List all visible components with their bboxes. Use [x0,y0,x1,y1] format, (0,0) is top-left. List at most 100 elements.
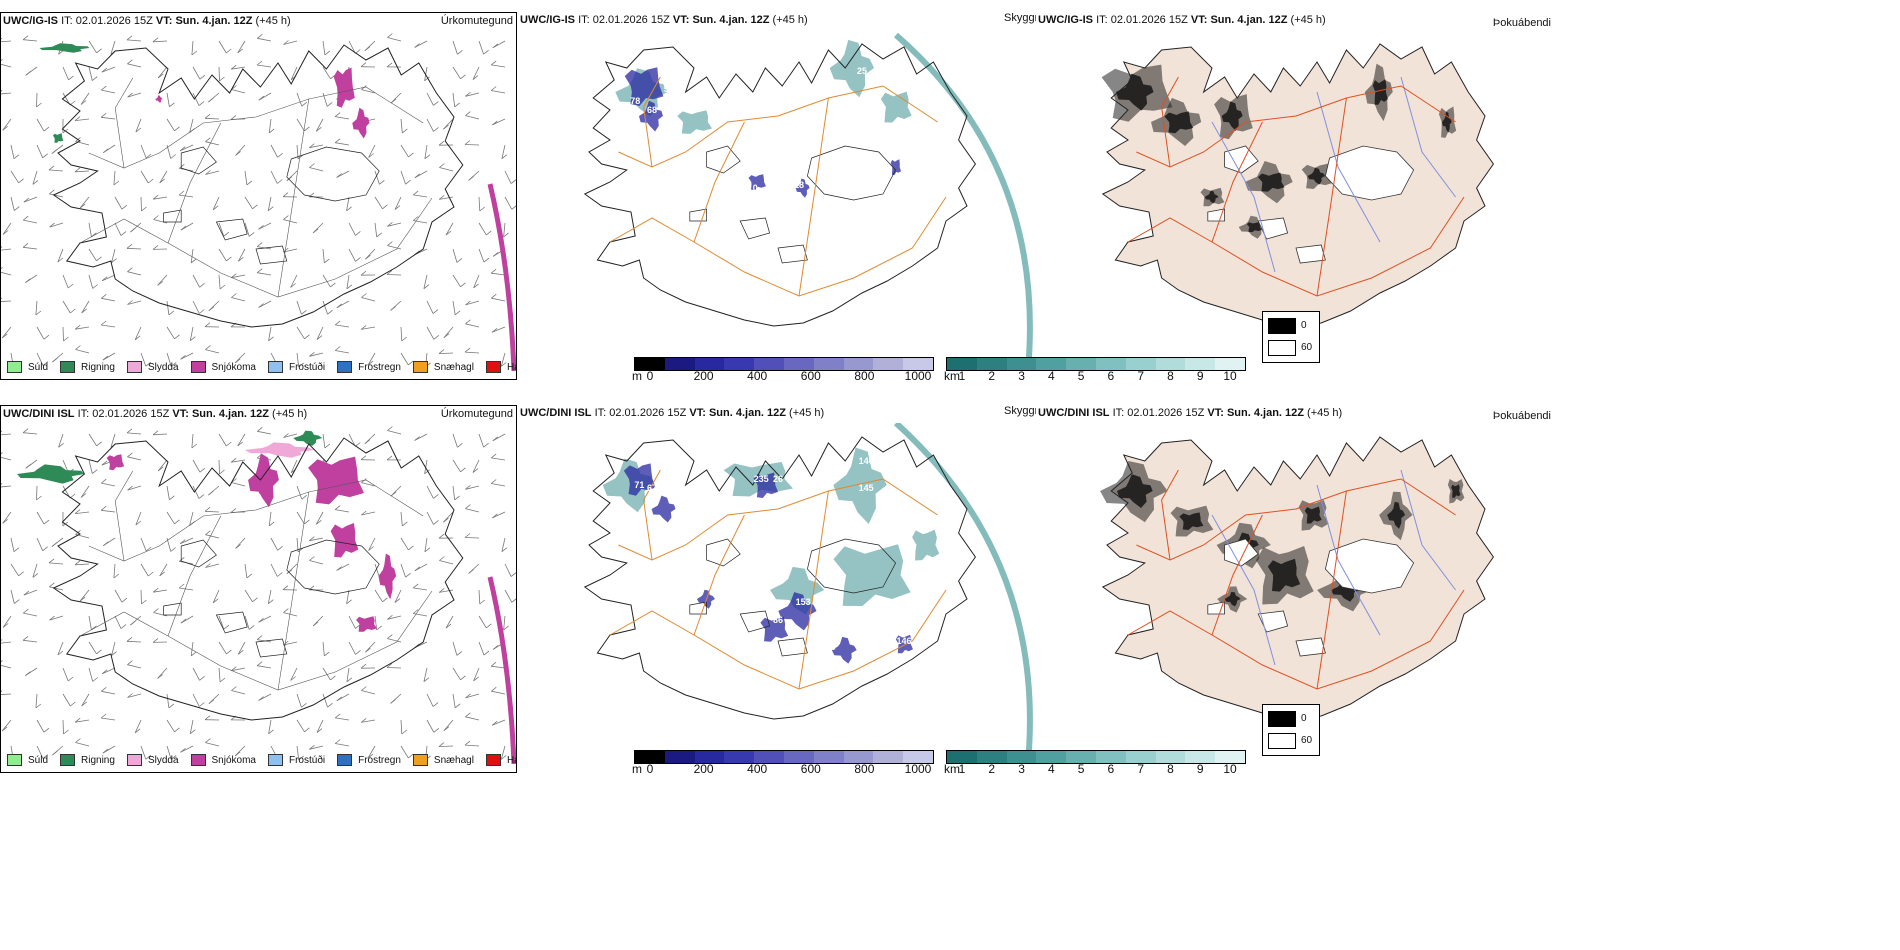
wind-barb [268,719,272,734]
colorbar-segment [873,751,904,763]
wind-barb-flag [1,660,3,663]
wind-barb-flag [439,556,445,561]
colorbar-tick: 0 [646,369,654,383]
wind-barb-flag [346,206,352,212]
wind-barb [166,118,175,132]
legend-label: Súld [28,361,49,373]
glacier-outline [777,244,808,264]
precip-areas [17,430,397,632]
ceiling-area [778,592,817,631]
wind-barb [48,169,64,172]
colorbar-segment [873,358,904,370]
wind-barb-flag [438,533,445,539]
wind-barb-flag [208,97,214,103]
wind-barb-flag [63,729,69,735]
wind-barb-flag [49,582,55,588]
wind-barb-flag [408,360,414,366]
wind-barb-flag [386,455,393,461]
precip-panel-bottom: UWC/DINI ISL IT: 02.01.2026 15Z VT: Sun.… [0,405,517,773]
wind-barb-flag [336,566,342,571]
wind-barb-flag [492,645,499,650]
wind-barb-flag [500,362,507,367]
wind-barb [192,693,200,707]
visibility-label: Skyggni [1004,12,1044,24]
wind-barb-flag [510,179,516,184]
river [1316,91,1381,243]
wind-barb-flag [79,203,86,209]
colorbar-tick: 8 [1167,369,1174,383]
wind-barb [413,194,428,198]
wind-barb-flag [401,336,408,342]
wind-barb [258,300,272,308]
wind-barb-flag [445,230,452,236]
wind-barb-flag [492,120,498,126]
colorbar-tick: 2 [988,762,996,776]
wind-barb [438,745,454,747]
wind-barb [205,742,220,747]
wind-barb [413,587,428,591]
wind-barb [32,170,38,185]
roads [79,77,433,298]
wind-barb-flag [414,43,420,48]
wind-barb [283,248,298,253]
wind-barb [244,563,248,578]
colorbar-segment [664,358,695,370]
wind-barb [478,589,481,605]
wind-barb-flag [268,729,274,735]
wind-barb-flag [468,569,474,574]
wind-barb-flag [479,599,486,605]
glacier-outline [180,146,217,175]
wind-barb [491,457,506,461]
wind-barb-flag [365,254,371,260]
wind-barb-flag [92,76,98,81]
wind-barb-flag [170,755,177,760]
wind-barb [36,511,45,525]
wind-barb [296,326,305,340]
wind-barb [62,300,71,314]
wind-barb-flag [483,257,490,263]
wind-barb-flag [414,173,421,179]
wind-barb-flag [81,308,87,314]
wind-barb [1,693,12,695]
wind-barb-flag [486,230,492,236]
wind-barb-flag [367,753,374,759]
wind-barb [88,248,97,262]
wind-barb-flag [96,256,102,262]
wind-barb [335,116,350,120]
colorbar-segment [1066,358,1096,370]
wind-barb [374,222,378,237]
wind-barb [1,300,12,302]
wind-barb [400,745,409,759]
colorbar-tick: 5 [1077,762,1085,776]
colorbar-tick: 7 [1137,762,1144,776]
wind-barb [465,485,480,490]
wind-barb-flag [79,596,86,602]
wind-barb-flag [256,60,263,66]
precip-area [293,430,323,446]
wind-barb [192,274,200,288]
wind-barb-flag [51,542,58,547]
fog-shade-core [1330,578,1360,602]
colorbar-tick: 8 [1167,762,1174,776]
wind-barb-flag [75,345,81,350]
panel-title: UWC/DINI ISL IT: 02.01.2026 15Z VT: Sun.… [3,408,308,420]
ceiling-area [748,174,766,191]
wind-barb-flag [258,303,264,308]
wind-barb [465,300,480,306]
wind-barb [503,222,506,237]
legend-item: Frostregn [337,754,401,766]
wind-barb-flag [491,327,498,333]
wind-barb [368,144,376,158]
wind-barb-flag [127,693,133,698]
wind-barb [32,563,38,578]
wind-barb [204,117,220,120]
wind-barb [231,459,246,463]
wind-barb-flag [199,74,206,80]
wind-barb [413,613,428,617]
wind-barb [88,459,93,474]
wind-barb-flag [301,702,307,708]
wind-barb [283,40,298,45]
wind-barb-flag [22,428,29,434]
colorbar-tick: 200 [693,369,714,383]
wind-barb [394,196,402,210]
